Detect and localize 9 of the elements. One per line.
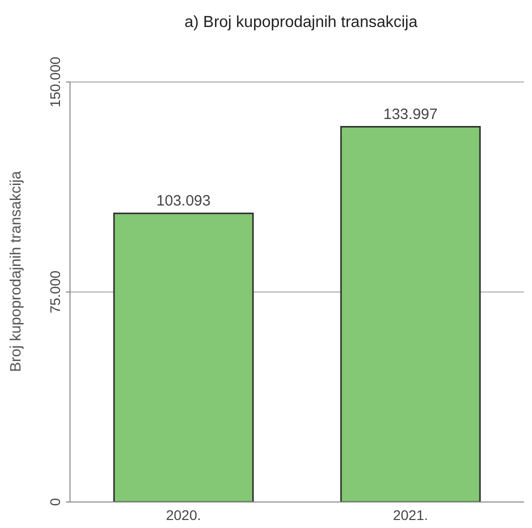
x-tick-label: 2020. [166, 506, 202, 523]
data-label: 133.997 [383, 106, 438, 123]
x-tick-label: 2021. [392, 506, 428, 523]
data-label: 103.093 [156, 192, 211, 210]
y-tick-label: 0 [47, 498, 63, 506]
y-tick-label: 75.000 [47, 270, 63, 314]
y-tick-label: 150.000 [47, 56, 63, 108]
chart-title: a) Broj kupoprodajnih transakcija [183, 14, 418, 32]
y-axis-title: Broj kupoprodajnih transakcija [7, 170, 24, 372]
